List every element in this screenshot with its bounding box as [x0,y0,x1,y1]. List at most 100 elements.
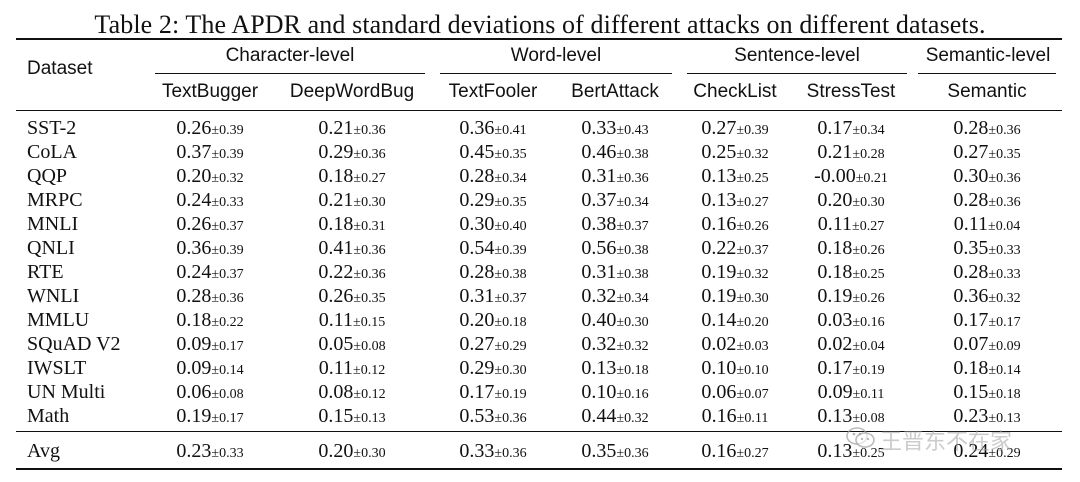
cell-std: ±0.36 [988,195,1021,210]
cell-std: ±0.09 [988,339,1021,354]
table-cell: 0.09±0.17 [135,333,285,356]
cell-std: ±0.37 [616,219,649,234]
cell-std: ±0.33 [211,446,244,461]
cell-value: 0.36 [176,237,212,259]
dataset-name: SST-2 [27,117,77,139]
dataset-name: RTE [27,261,64,283]
table-cell: 0.18±0.31 [277,213,427,236]
cell-value: 0.26 [318,285,354,307]
cell-value: -0.00 [814,165,856,187]
table-cell: 0.16±0.27 [660,440,810,463]
cell-value: 0.06 [176,381,212,403]
table-cell: 0.17±0.19 [418,381,568,404]
cell-value: 0.46 [581,141,617,163]
cell-value: 0.09 [176,333,212,355]
cell-value: 0.18 [318,165,354,187]
cell-std: ±0.27 [736,446,769,461]
cell-value: 0.18 [953,357,989,379]
cell-value: 0.20 [318,440,354,462]
table-cell: 0.30±0.36 [912,165,1062,188]
cell-value: 0.30 [953,165,989,187]
table-cell: 0.23±0.13 [912,405,1062,428]
group-rule-sentence [687,73,907,74]
table-cell: 0.35±0.36 [540,440,690,463]
table-cell: 0.26±0.39 [135,117,285,140]
cell-std: ±0.30 [616,315,649,330]
cell-value: 0.22 [318,261,354,283]
table-cell: 0.03±0.16 [776,309,926,332]
table-cell: 0.18±0.27 [277,165,427,188]
column-header: StressTest [806,81,896,102]
cell-value: 0.26 [176,117,212,139]
cell-std: ±0.32 [988,291,1021,306]
dataset-name: Math [27,405,70,427]
cell-std: ±0.18 [616,363,649,378]
cell-value: 0.18 [817,261,853,283]
cell-value: 0.56 [581,237,617,259]
cell-std: ±0.13 [988,411,1021,426]
cell-value: 0.28 [459,261,495,283]
cell-value: 0.33 [581,117,617,139]
dataset-name: CoLA [27,141,77,163]
cell-value: 0.35 [581,440,617,462]
cell-std: ±0.07 [736,387,769,402]
cell-value: 0.15 [953,381,989,403]
cell-std: ±0.16 [616,387,649,402]
cell-value: 0.20 [817,189,853,211]
cell-std: ±0.08 [211,387,244,402]
cell-value: 0.45 [459,141,495,163]
cell-std: ±0.38 [616,267,649,282]
table-cell: 0.28±0.36 [912,117,1062,140]
cell-value: 0.02 [817,333,853,355]
table-cell: 0.36±0.39 [135,237,285,260]
table-cell: 0.28±0.34 [418,165,568,188]
group-header-character: Character-level [225,45,355,66]
cell-std: ±0.17 [988,315,1021,330]
cell-value: 0.17 [817,117,853,139]
table-cell: 0.46±0.38 [540,141,690,164]
cell-std: ±0.35 [988,147,1021,162]
cell-value: 0.15 [318,405,354,427]
table-cell: 0.11±0.27 [776,213,926,236]
table-cell: 0.24±0.37 [135,261,285,284]
cell-value: 0.53 [459,405,495,427]
cell-std: ±0.30 [494,363,527,378]
cell-std: ±0.14 [211,363,244,378]
group-rule-semantic [918,73,1056,74]
table-cell: 0.36±0.32 [912,285,1062,308]
cell-std: ±0.32 [616,411,649,426]
cell-value: 0.19 [701,285,737,307]
table-cell: 0.22±0.37 [660,237,810,260]
cell-value: 0.20 [459,309,495,331]
cell-std: ±0.20 [736,315,769,330]
cell-value: 0.32 [581,285,617,307]
dataset-name: IWSLT [27,357,87,379]
table-cell: 0.11±0.04 [912,213,1062,236]
cell-std: ±0.19 [494,387,527,402]
cell-value: 0.13 [581,357,617,379]
column-header: CheckList [693,81,777,102]
cell-value: 0.18 [318,213,354,235]
cell-value: 0.17 [817,357,853,379]
cell-std: ±0.36 [494,446,527,461]
table-cell: 0.22±0.36 [277,261,427,284]
table-cell: 0.53±0.36 [418,405,568,428]
cell-value: 0.09 [176,357,212,379]
cell-std: ±0.31 [353,219,386,234]
cell-std: ±0.33 [988,267,1021,282]
table-cell: 0.20±0.30 [277,440,427,463]
cell-std: ±0.30 [736,291,769,306]
cell-value: 0.26 [176,213,212,235]
table-cell: 0.06±0.08 [135,381,285,404]
table-cell: 0.20±0.32 [135,165,285,188]
cell-value: 0.03 [817,309,853,331]
table-cell: 0.07±0.09 [912,333,1062,356]
table-cell: 0.54±0.39 [418,237,568,260]
cell-std: ±0.29 [988,446,1021,461]
cell-value: 0.36 [953,285,989,307]
table-cell: 0.41±0.36 [277,237,427,260]
table-cell: 0.23±0.33 [135,440,285,463]
cell-value: 0.20 [176,165,212,187]
cell-value: 0.25 [701,141,737,163]
table-cell: 0.20±0.18 [418,309,568,332]
